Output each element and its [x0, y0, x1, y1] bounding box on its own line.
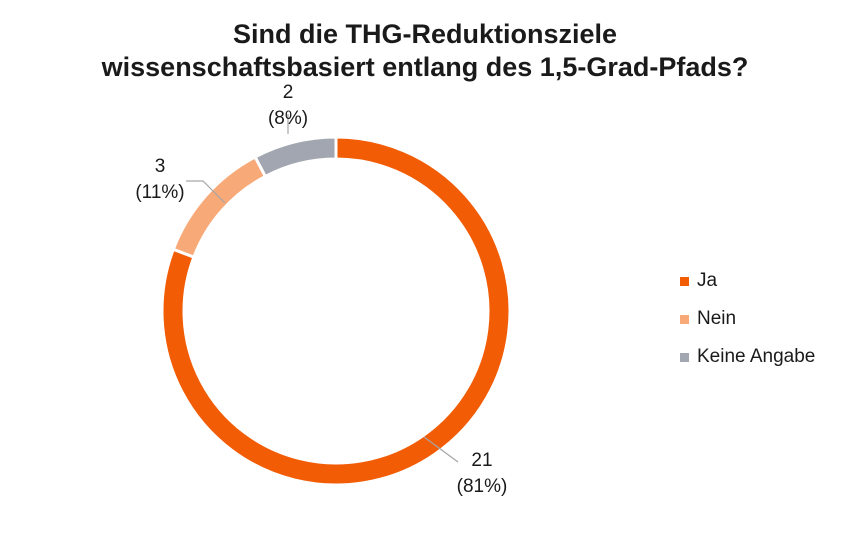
chart-title-line-1: Sind die THG-Reduktionsziele: [232, 19, 618, 49]
slice-ja[interactable]: [160, 135, 512, 487]
data-label-value-ja: 21: [471, 450, 492, 471]
leader-line-nein: [186, 180, 226, 204]
legend-item-ja[interactable]: Ja: [680, 262, 815, 300]
legend-label-keine-angabe: Keine Angabe: [697, 346, 816, 367]
legend-swatch-nein: [680, 314, 689, 324]
legend-label-nein: Nein: [697, 308, 737, 329]
data-label-percent-nein: (11%): [135, 182, 184, 203]
slice-keine-angabe[interactable]: [253, 135, 338, 179]
donut-slices: [160, 135, 512, 487]
legend: Ja Nein Keine Angabe: [680, 262, 815, 376]
legend-swatch-ja: [680, 276, 689, 286]
data-label-value-nein: 3: [155, 156, 166, 177]
data-labels: 21 (81%) 3 (11%) 2 (8%): [135, 82, 507, 497]
chart-title: Sind die THG-Reduktionsziele wissenschaf…: [0, 18, 850, 84]
data-label-percent-keine-angabe: (8%): [268, 108, 308, 129]
slice-nein[interactable]: [171, 154, 268, 260]
data-label-value-keine-angabe: 2: [283, 82, 294, 103]
data-label-percent-ja: (81%): [457, 476, 508, 497]
legend-item-keine-angabe[interactable]: Keine Angabe: [680, 338, 815, 376]
leader-line-ja: [423, 436, 459, 463]
chart-title-line-2: wissenschaftsbasiert entlang des 1,5-Gra…: [101, 52, 749, 82]
legend-item-nein[interactable]: Nein: [680, 300, 815, 338]
leader-lines: [186, 114, 459, 463]
legend-label-ja: Ja: [697, 270, 718, 291]
legend-swatch-keine-angabe: [680, 352, 689, 362]
